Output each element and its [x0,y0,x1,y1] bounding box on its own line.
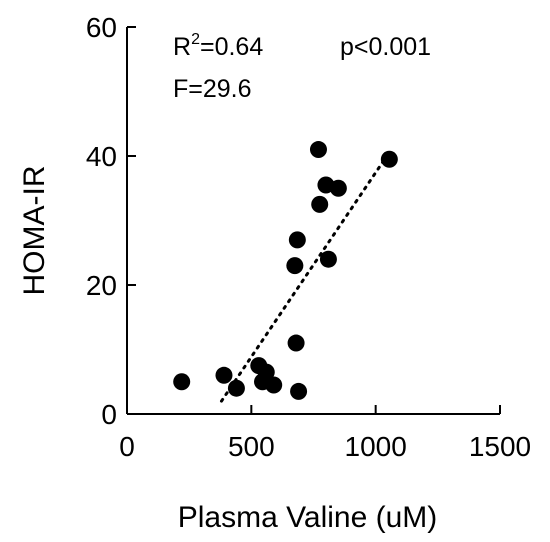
data-point [227,379,245,397]
x-tick-label: 500 [228,431,275,462]
plot-annotations: R2=0.64 p<0.001 F=29.6 [173,31,431,103]
x-tick-label: 1000 [345,431,407,462]
r-squared-superscript: 2 [191,31,200,48]
data-point [380,150,398,168]
data-point [287,334,305,352]
data-point [257,363,275,381]
data-point [173,373,191,391]
data-point [319,250,337,268]
x-tick-label: 0 [119,431,135,462]
data-point [286,257,304,275]
data-point [309,141,327,159]
data-point [288,231,306,249]
r-squared-label: R2=0.64 [173,31,263,61]
axes: 0 20 40 60 0 500 1000 1500 [86,12,531,462]
data-point [311,195,329,213]
y-axis-title: HOMA-IR [18,166,51,296]
points-layer [173,141,398,400]
x-tick-label: 1500 [469,431,531,462]
x-axis-title: Plasma Valine (uM) [178,501,438,534]
y-tick-label: 0 [101,399,117,430]
trendline-layer [219,154,389,403]
data-point [329,179,347,197]
p-value-label: p<0.001 [340,33,431,61]
data-point [215,366,233,384]
data-point [290,382,308,400]
y-tick-label: 60 [86,12,117,43]
y-tick-label: 40 [86,141,117,172]
y-tick-label: 20 [86,270,117,301]
data-point [265,376,283,394]
r-squared-base: R [173,33,191,61]
trendline [219,154,389,403]
r-squared-value: =0.64 [200,33,263,61]
f-statistic-label: F=29.6 [173,75,252,103]
